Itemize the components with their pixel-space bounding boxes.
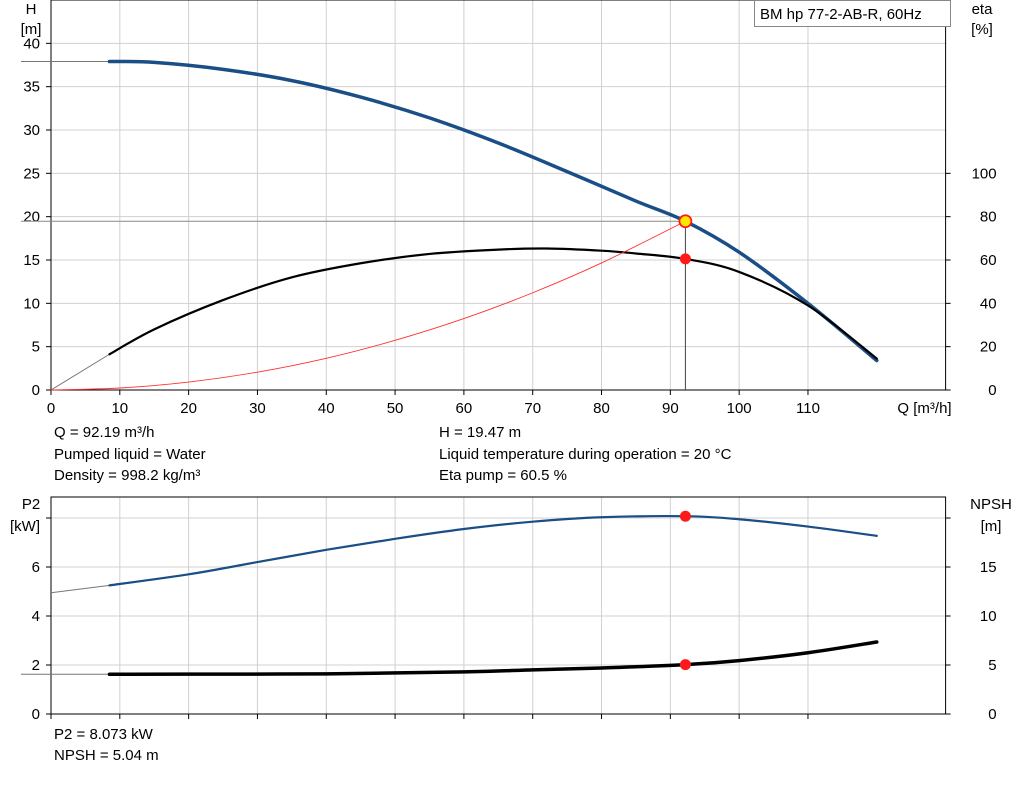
y-left-tick-label: 0 [32, 706, 40, 723]
x-tick-label: 30 [249, 400, 266, 417]
y-right-tick-label: 100 [972, 165, 997, 182]
pumped-liquid-readout: Pumped liquid = Water [54, 446, 206, 463]
x-tick-label: 40 [318, 400, 335, 417]
x-tick-label: 110 [796, 400, 820, 417]
y-left-axis-unit: [m] [21, 21, 42, 38]
panel-power-npsh [46, 496, 951, 719]
y-right-tick-label: 15 [980, 559, 997, 576]
p2-axis-unit: [kW] [10, 518, 40, 535]
y-right-tick-label: 0 [988, 706, 996, 723]
eta-guide-line [50, 353, 110, 391]
x-tick-label: 100 [727, 400, 752, 417]
flow-readout: Q = 92.19 m³/h [54, 424, 155, 441]
y-left-tick-label: 15 [23, 252, 40, 269]
y-left-tick-label: 5 [32, 339, 40, 356]
pump-title-box [754, 0, 951, 27]
y-right-tick-label: 40 [980, 295, 997, 312]
y-left-tick-label: 20 [23, 209, 40, 226]
panel-head-eta [46, 0, 951, 395]
y-right-tick-label: 5 [988, 657, 996, 674]
x-tick-label: 0 [47, 400, 55, 417]
duty-point-marker [678, 214, 693, 229]
x-tick-label: 90 [662, 400, 679, 417]
head-readout: H = 19.47 m [439, 424, 522, 441]
y-left-tick-label: 6 [32, 559, 40, 576]
y-right-tick-label: 20 [980, 339, 997, 356]
p2-operating-point [679, 510, 691, 522]
y-left-axis-label: H [26, 1, 37, 18]
npsh-axis-unit: [m] [981, 518, 1002, 535]
density-readout: Density = 998.2 kg/m³ [54, 467, 201, 484]
p2-readout: P2 = 8.073 kW [54, 726, 153, 743]
x-axis-label: Q [m³/h] [897, 400, 951, 417]
x-tick-label: 70 [524, 400, 541, 417]
y-right-axis-label: eta [972, 1, 994, 18]
eta-operating-point [679, 253, 691, 265]
power-curve [108, 515, 878, 587]
y-left-tick-label: 35 [23, 79, 40, 96]
y-right-tick-label: 60 [980, 252, 997, 269]
npsh-curve [107, 640, 879, 677]
x-tick-label: 80 [593, 400, 610, 417]
y-left-tick-label: 4 [32, 608, 40, 625]
y-left-tick-label: 10 [23, 295, 40, 312]
y-right-tick-label: 0 [988, 382, 996, 399]
y-left-tick-label: 40 [23, 35, 40, 52]
npsh-operating-point [679, 659, 691, 671]
eta-curve [108, 247, 878, 360]
y-right-axis-unit: [%] [971, 21, 993, 38]
x-tick-label: 60 [456, 400, 473, 417]
y-left-tick-label: 0 [32, 382, 40, 399]
y-left-tick-label: 30 [23, 122, 40, 139]
npsh-readout: NPSH = 5.04 m [54, 747, 159, 764]
y-left-tick-label: 25 [23, 165, 40, 182]
x-tick-label: 20 [180, 400, 197, 417]
y-left-tick-label: 2 [32, 657, 40, 674]
liquid-temperature-readout: Liquid temperature during operation = 20… [439, 446, 732, 463]
x-tick-label: 10 [111, 400, 128, 417]
eta-pump-readout: Eta pump = 60.5 % [439, 467, 567, 484]
p2-guide-line [50, 584, 110, 594]
y-right-tick-label: 10 [980, 608, 997, 625]
p2-axis-label: P2 [22, 496, 40, 513]
system-curve [50, 220, 686, 391]
y-right-tick-label: 80 [980, 209, 997, 226]
plot-frame [50, 0, 947, 391]
head-curve [107, 59, 879, 363]
plot-frame [50, 496, 947, 715]
npsh-axis-label: NPSH [970, 496, 1012, 513]
x-tick-label: 50 [387, 400, 404, 417]
pump-title: BM hp 77-2-AB-R, 60Hz [760, 6, 922, 23]
